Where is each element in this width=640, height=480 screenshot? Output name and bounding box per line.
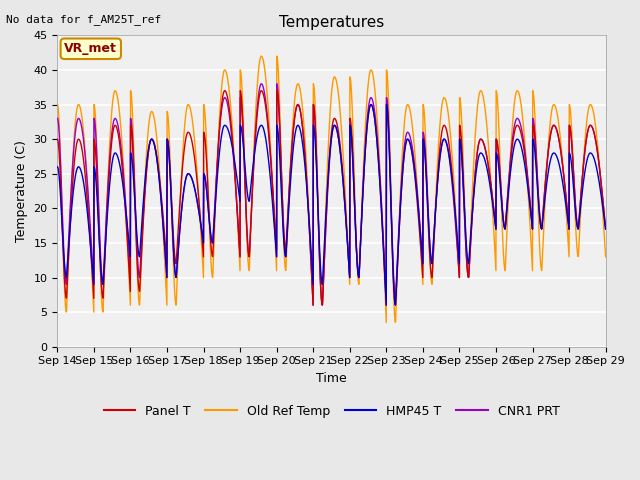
Legend: Panel T, Old Ref Temp, HMP45 T, CNR1 PRT: Panel T, Old Ref Temp, HMP45 T, CNR1 PRT	[99, 400, 564, 423]
X-axis label: Time: Time	[316, 372, 347, 385]
Text: No data for f_AM25T_ref: No data for f_AM25T_ref	[6, 14, 162, 25]
Y-axis label: Temperature (C): Temperature (C)	[15, 140, 28, 242]
Title: Temperatures: Temperatures	[279, 15, 384, 30]
Text: VR_met: VR_met	[65, 42, 117, 55]
